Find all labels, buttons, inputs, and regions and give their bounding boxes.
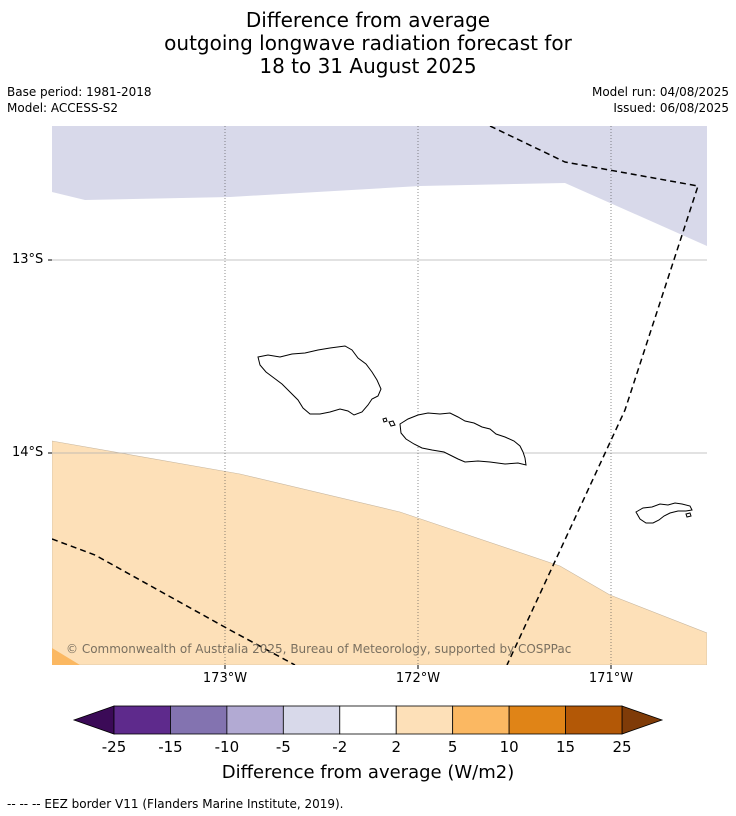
savaii-island: [257, 345, 382, 416]
colorbar-segment: [113, 705, 171, 735]
colorbar-tick-label: -10: [214, 738, 240, 756]
apolima-island: [382, 417, 388, 423]
copyright-notice: © Commonwealth of Australia 2025, Bureau…: [66, 642, 572, 656]
colorbar-segment: [226, 705, 284, 735]
meta-left: Base period: 1981-2018 Model: ACCESS-S2: [7, 84, 152, 116]
lon-label-172w: 172°W: [395, 671, 441, 686]
aunuu-island: [685, 512, 692, 518]
colorbar-title: Difference from average (W/m2): [221, 762, 515, 783]
issued-date: Issued: 06/08/2025: [613, 101, 729, 115]
colorbar-segment: [339, 705, 397, 735]
colorbar-tick-label: 15: [556, 738, 576, 756]
colorbar-tick-label: 10: [499, 738, 519, 756]
base-period: Base period: 1981-2018: [7, 85, 152, 99]
eez-border-southwest: [52, 538, 296, 665]
colorbar-tick-label: -5: [275, 738, 291, 756]
title-line-3: 18 to 31 August 2025: [259, 54, 477, 78]
colorbar-segment: [508, 705, 566, 735]
eez-footnote: -- -- -- EEZ border V11 (Flanders Marine…: [7, 797, 344, 811]
colorbar-tick-label: -15: [158, 738, 183, 756]
orange-anomaly-region: [52, 648, 80, 665]
lavender-anomaly-region: [52, 126, 707, 246]
colorbar-segment: [395, 705, 454, 735]
map-area: [52, 126, 707, 665]
colorbar-tick-label: -25: [101, 738, 127, 756]
title-line-2: outgoing longwave radiation forecast for: [164, 31, 572, 55]
colorbar-tick-label: 5: [447, 738, 458, 756]
upolu-island: [399, 412, 527, 466]
colorbar-segment: [282, 705, 341, 735]
model-name: Model: ACCESS-S2: [7, 101, 119, 115]
colorbar-segment: [452, 705, 510, 735]
lon-label-173w: 173°W: [202, 671, 248, 686]
title-line-1: Difference from average: [245, 8, 491, 32]
lat-label-13s: 13°S: [12, 252, 44, 267]
tutuila-island: [635, 502, 693, 524]
model-run: Model run: 04/08/2025: [591, 85, 729, 99]
colorbar-arrow-left: [72, 705, 115, 735]
colorbar-arrow-right: [621, 705, 664, 735]
meta-right: Model run: 04/08/2025 Issued: 06/08/2025: [592, 84, 729, 116]
colorbar-segment: [170, 705, 228, 735]
eez-border-east: [489, 126, 699, 665]
colorbar-tick-label: 2: [391, 738, 401, 756]
lon-label-171w: 171°W: [588, 671, 634, 686]
colorbar-tick-label: -2: [332, 738, 348, 756]
colorbar-tick-label: 25: [612, 738, 632, 756]
colorbar-segment: [565, 705, 623, 735]
lat-label-14s: 14°S: [12, 445, 44, 460]
light-orange-anomaly-region: [52, 440, 707, 665]
manono-island: [388, 420, 396, 427]
colorbar: [72, 705, 664, 735]
